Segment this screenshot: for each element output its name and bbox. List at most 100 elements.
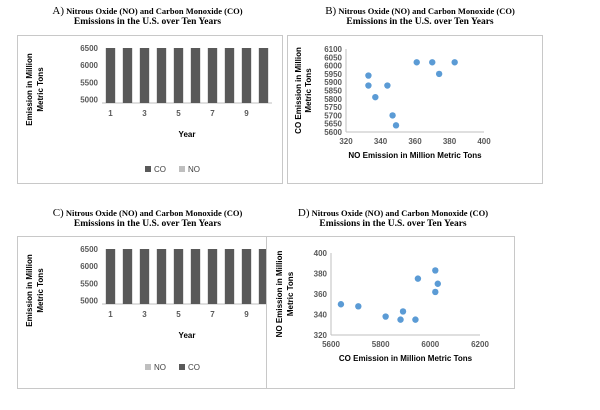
- panel-a-title-line2: Emissions in the U.S. over Ten Years: [73, 17, 222, 27]
- y-tick-label: 5500: [80, 78, 98, 87]
- chart-d: 320 340 360 380 400 5600 5800 6000 6200 CO Emissi…: [275, 249, 489, 363]
- y-axis-title-line1: Emission in Million: [25, 53, 34, 126]
- x-tick-label: 360: [408, 137, 422, 146]
- x-axis-title: Year: [179, 130, 196, 139]
- x-tick-label: 1: [108, 310, 113, 319]
- y-tick-label: 5700: [324, 111, 342, 120]
- y-tick-label: 6500: [80, 245, 98, 254]
- y-tick-label: 5500: [80, 279, 98, 288]
- panel-d-title-line1: Nitrous Oxide (NO) and Carbon Monoxide (…: [311, 208, 489, 218]
- y-axis-title-line1: CO Emission in Million: [294, 47, 303, 134]
- y-tick-label: 6050: [324, 53, 342, 62]
- y-tick-label: 5000: [80, 96, 98, 105]
- bar-co: [241, 249, 252, 304]
- x-tick-label: 320: [339, 137, 353, 146]
- panel-a-title: A) Nitrous Oxide (NO) and Carbon Monoxid…: [15, 6, 280, 28]
- y-tick-label: 5750: [324, 103, 342, 112]
- bar-co: [139, 249, 150, 304]
- panel-c-title-line2: Emissions in the U.S. over Ten Years: [73, 219, 222, 229]
- y-tick-label: 5850: [324, 87, 342, 96]
- bar-co: [207, 249, 218, 304]
- x-tick-label: 5600: [322, 340, 340, 349]
- panel-b-title-line1: Nitrous Oxide (NO) and Carbon Monoxide (…: [338, 6, 515, 16]
- legend-label-co: CO: [154, 165, 166, 174]
- bar-co: [190, 249, 201, 304]
- x-tick-label: 400: [477, 137, 491, 146]
- chart-d-frame: 320 340 360 380 400 5600 5800 6000 6200 CO Emissi…: [266, 236, 515, 389]
- bar-co: [156, 48, 167, 103]
- panel-b-title-line2: Emissions in the U.S. over Ten Years: [346, 17, 494, 27]
- bar-co: [241, 48, 252, 103]
- x-tick-label: 6000: [421, 340, 439, 349]
- bar-co: [258, 48, 269, 103]
- y-tick-label: 5600: [324, 128, 342, 137]
- data-point: [451, 59, 458, 66]
- y-tick-label: 6500: [80, 44, 98, 53]
- data-point: [414, 275, 422, 282]
- y-axis-title-line2: Metric Tons: [36, 268, 45, 313]
- data-point: [399, 308, 407, 315]
- y-tick-label: 5650: [324, 120, 342, 129]
- panel-a-letter: A): [52, 5, 64, 17]
- x-tick-label: 1: [108, 109, 113, 118]
- panel-a-title-line1: Nitrous Oxide (NO) and Carbon Monoxide (…: [66, 6, 243, 16]
- bar-co: [173, 249, 184, 304]
- chart-c-frame: 5000 5500 6000 6500 1 3 5 7 9 Year Emission in Mil…: [17, 236, 283, 389]
- data-point: [412, 316, 419, 323]
- data-point: [413, 59, 420, 66]
- legend-label-no: NO: [188, 165, 200, 174]
- x-tick-label: 7: [210, 310, 215, 319]
- panel-b-letter: B): [325, 5, 337, 17]
- x-tick-label: 3: [142, 109, 147, 118]
- y-tick-label: 400: [314, 249, 328, 258]
- panel-d-letter: D): [297, 207, 310, 219]
- panel-c-title: C) Nitrous Oxide (NO) and Carbon Monoxid…: [15, 208, 280, 230]
- x-tick-label: 5: [176, 109, 181, 118]
- legend-swatch-co: [145, 166, 151, 172]
- bar-co: [224, 249, 235, 304]
- y-axis-title-line2: Metric Tons: [304, 68, 313, 113]
- chart-c: 5000 5500 6000 6500 1 3 5 7 9 Year Emission in Mil…: [25, 245, 272, 372]
- data-point: [432, 267, 439, 274]
- y-tick-label: 5800: [324, 95, 342, 104]
- y-tick-label: 340: [314, 311, 328, 320]
- bar-co: [258, 249, 269, 304]
- data-point: [365, 72, 372, 79]
- panel-c-title-line1: Nitrous Oxide (NO) and Carbon Monoxide (…: [65, 208, 243, 218]
- x-tick-label: 3: [142, 310, 147, 319]
- data-point: [434, 280, 441, 287]
- bar-co: [224, 48, 235, 103]
- panel-d-title: D) Nitrous Oxide (NO) and Carbon Monoxid…: [258, 208, 528, 230]
- legend-swatch-no: [145, 364, 151, 370]
- data-point: [429, 59, 436, 66]
- y-axis-title-line1: Emission in Million: [25, 254, 34, 327]
- y-tick-label: 5950: [324, 70, 342, 79]
- chart-b: 5600565057005750580058505900595060006050…: [294, 45, 491, 160]
- panel-b-title: B) Nitrous Oxide (NO) and Carbon Monoxid…: [290, 6, 550, 28]
- x-tick-label: 340: [374, 137, 388, 146]
- x-axis-title: CO Emission in Million Metric Tons: [339, 354, 473, 363]
- bar-co: [122, 48, 133, 103]
- y-axis-title-line2: Metric Tons: [286, 271, 295, 316]
- bar-co: [105, 249, 116, 304]
- y-tick-label: 320: [314, 331, 328, 340]
- y-tick-label: 360: [314, 290, 328, 299]
- data-point: [382, 313, 389, 320]
- y-tick-label: 5900: [324, 78, 342, 87]
- panel-c-letter: C): [52, 207, 64, 219]
- bar-co: [190, 48, 201, 103]
- data-point: [432, 288, 439, 296]
- chart-a-frame: 5000 5500 6000 6500 1 3 5 7 9 Year Emission in Mil…: [17, 35, 283, 184]
- y-tick-label: 6100: [324, 45, 342, 54]
- legend-swatch-no: [179, 166, 185, 172]
- bar-co: [207, 48, 218, 103]
- x-tick-label: 5: [176, 310, 181, 319]
- x-tick-label: 5800: [372, 340, 390, 349]
- x-tick-label: 380: [443, 137, 457, 146]
- y-tick-label: 6000: [324, 62, 342, 71]
- y-tick-label: 6000: [80, 61, 98, 70]
- y-tick-label: 5000: [80, 297, 98, 306]
- x-tick-label: 9: [244, 310, 249, 319]
- x-tick-label: 7: [210, 109, 215, 118]
- data-point: [392, 122, 400, 129]
